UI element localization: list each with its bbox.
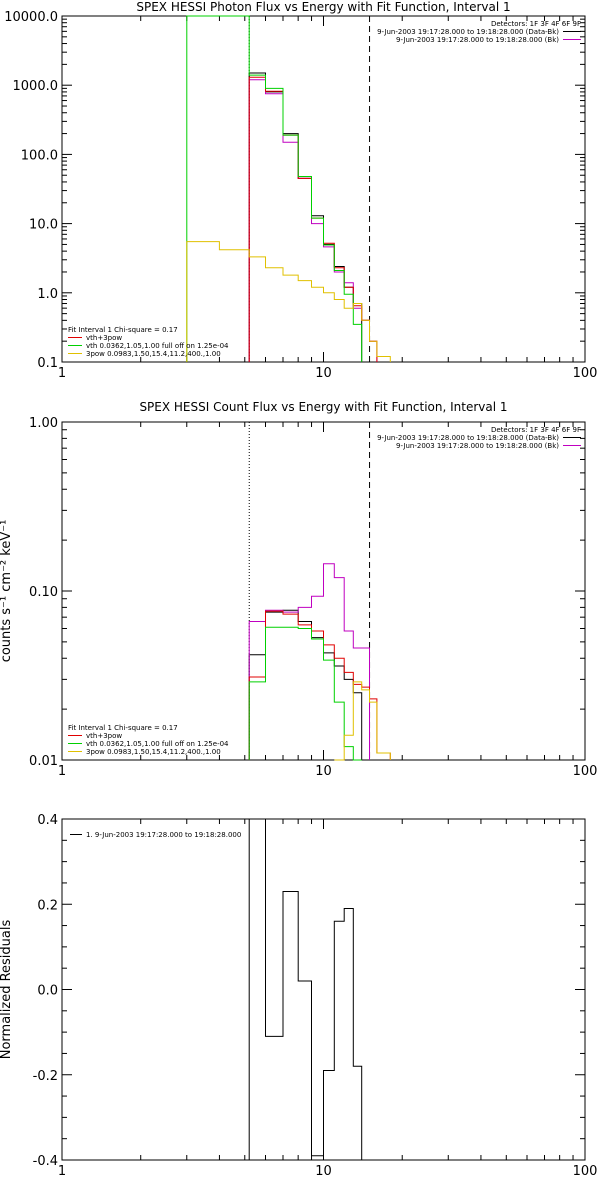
y-tick-label: 10.0 <box>29 218 58 233</box>
axes-frame <box>61 15 586 363</box>
y-tick-label: 0.0 <box>37 984 58 999</box>
x-tick-label: 100 <box>573 764 598 779</box>
y-axis-label: Normalized Residuals <box>0 920 14 1060</box>
y-tick-label: 0.2 <box>37 898 58 913</box>
legend-label: 9-Jun-2003 19:17:28.000 to 19:18:28.000 … <box>377 434 559 442</box>
y-tick-label: 1000.0 <box>13 79 59 94</box>
y-tick-label: 10000.0 <box>4 10 58 25</box>
y-tick-label: 0.1 <box>37 356 58 371</box>
legend-header: Fit Interval 1 Chi-square = 0.17 <box>68 724 178 732</box>
legend-label: 9-Jun-2003 19:17:28.000 to 19:18:28.000 … <box>396 36 559 44</box>
y-tick-label: 1.00 <box>29 416 58 431</box>
y-tick-label: 0.10 <box>29 585 58 600</box>
x-tick-label: 10 <box>315 764 332 779</box>
y-tick-label: 100.0 <box>21 148 58 163</box>
series-1-line <box>248 609 363 760</box>
legend-label: vth+3pow <box>86 732 122 740</box>
panel-3: 1 10 100 -0.4 -0.2 0.0 0.2 0.4 Normalized Residu… <box>0 813 597 1179</box>
x-tick-label: 10 <box>315 1164 332 1179</box>
legend-label: 9-Jun-2003 19:17:28.000 to 19:18:28.000 … <box>396 442 559 450</box>
panel-1: SPEX HESSI Photon Flux vs Energy with Fi… <box>4 0 597 381</box>
chart-title: SPEX HESSI Count Flux vs Energy with Fit… <box>139 400 507 414</box>
panel-2: SPEX HESSI Count Flux vs Energy with Fit… <box>0 400 597 779</box>
legend-label: vth 0.0362,1.05,1.00 full off on 1.25e-0… <box>86 740 229 748</box>
series-4-line <box>248 626 362 761</box>
series-4-line <box>186 15 363 362</box>
series-1-line <box>248 818 370 1161</box>
y-tick-label: -0.2 <box>33 1069 58 1084</box>
y-tick-label: 0.01 <box>29 754 58 769</box>
legend-label: vth+3pow <box>86 334 122 342</box>
legend-header: Detectors: 1F 3F 4F 6F 9F <box>491 426 581 434</box>
series-5-line <box>186 241 391 362</box>
x-tick-label: 100 <box>573 366 598 381</box>
legend-label: vth 0.0362,1.05,1.00 full off on 1.25e-0… <box>86 342 229 350</box>
legend-label: 1. 9-Jun-2003 19:17:28.000 to 19:18:28.0… <box>86 831 241 839</box>
series-2-line <box>248 563 370 760</box>
x-tick-label: 1 <box>58 366 66 381</box>
legend-header: Fit Interval 1 Chi-square = 0.17 <box>68 326 178 334</box>
y-tick-label: 0.4 <box>37 813 58 828</box>
chart-title: SPEX HESSI Photon Flux vs Energy with Fi… <box>136 0 510 14</box>
legend-label: 3pow 0.0983,1.50,15.4,11.2,400.,1.00 <box>86 748 221 756</box>
series-2-line <box>248 79 378 362</box>
x-tick-label: 1 <box>58 1164 66 1179</box>
x-tick-label: 10 <box>315 366 332 381</box>
x-tick-label: 1 <box>58 764 66 779</box>
series-3-line <box>248 76 378 362</box>
series-5-line <box>334 681 391 761</box>
y-tick-label: -0.4 <box>33 1154 58 1169</box>
legend-header: Detectors: 1F 3F 4F 6F 9F <box>491 20 581 28</box>
series-1-line <box>248 72 363 362</box>
x-tick-label: 100 <box>573 1164 598 1179</box>
legend-label: 3pow 0.0983,1.50,15.4,11.2,400.,1.00 <box>86 350 221 358</box>
y-tick-label: 1.0 <box>37 287 58 302</box>
legend-label: 9-Jun-2003 19:17:28.000 to 19:18:28.000 … <box>377 28 559 36</box>
y-axis-label: counts s⁻¹ cm⁻² keV⁻¹ <box>0 520 14 663</box>
